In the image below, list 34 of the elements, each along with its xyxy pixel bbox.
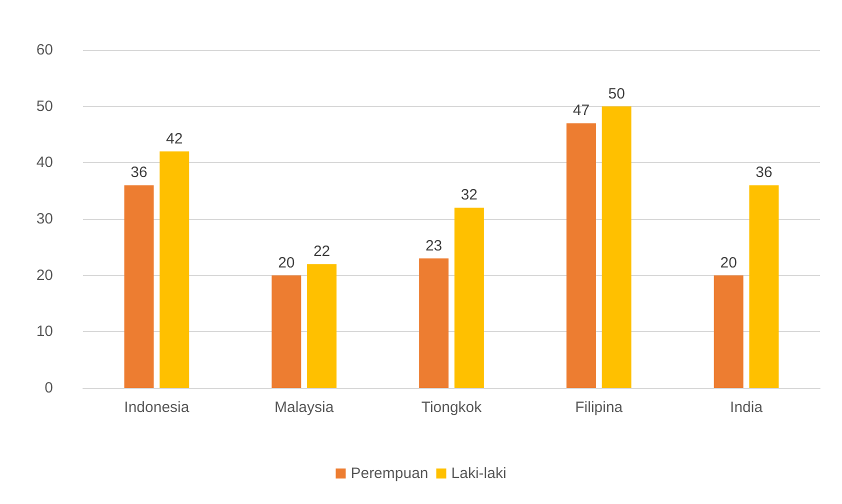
y-tick-label: 40 xyxy=(36,154,53,172)
data-label: 36 xyxy=(130,164,148,182)
data-label: 47 xyxy=(572,102,590,120)
y-tick-label: 10 xyxy=(36,323,53,340)
x-tick-label: India xyxy=(730,399,764,416)
x-tick-label: Indonesia xyxy=(124,399,190,416)
data-label: 22 xyxy=(313,243,330,260)
y-tick-label: 60 xyxy=(36,42,53,58)
bar xyxy=(272,275,302,388)
bar xyxy=(307,264,337,388)
x-tick-label: Tiongkok xyxy=(421,399,482,416)
bar xyxy=(566,123,596,388)
data-label: 20 xyxy=(720,254,737,272)
bar xyxy=(454,208,484,388)
y-tick-label: 0 xyxy=(44,380,53,396)
data-label: 32 xyxy=(460,186,478,204)
data-label: 36 xyxy=(756,164,772,182)
bar xyxy=(160,151,190,388)
bar xyxy=(714,275,744,388)
data-label: 50 xyxy=(608,85,625,102)
bar xyxy=(124,185,154,388)
data-label: 20 xyxy=(278,254,295,272)
y-tick-label: 50 xyxy=(36,98,53,115)
bar xyxy=(419,258,449,388)
legend-label: Perempuan xyxy=(350,465,428,482)
y-tick-label: 20 xyxy=(36,266,53,284)
data-label: 42 xyxy=(166,130,183,148)
x-tick-label: Malaysia xyxy=(274,399,334,416)
data-label: 23 xyxy=(425,237,442,254)
legend-label: Laki-laki xyxy=(451,465,506,482)
y-tick-label: 30 xyxy=(36,210,53,228)
bar xyxy=(602,106,632,388)
bar xyxy=(749,185,779,388)
x-tick-label: Filipina xyxy=(575,399,624,416)
